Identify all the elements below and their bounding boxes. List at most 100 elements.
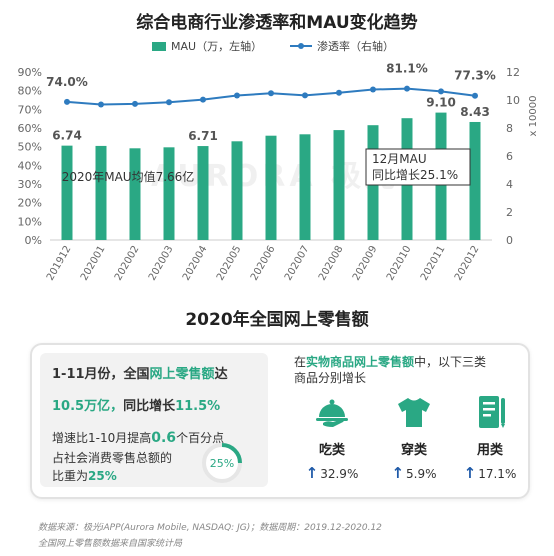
point-penetration: [200, 96, 206, 103]
left-axis-tick-label: 40%: [18, 159, 42, 172]
up-arrow-icon: ↑: [391, 464, 405, 482]
bar-mau: [333, 130, 345, 240]
summary-text-1a: 1-11月份，全国: [52, 367, 150, 382]
summary-highlight-2b: 11.5%: [175, 399, 221, 414]
x-axis-tick-label: 202002: [113, 244, 142, 283]
line-data-label: 77.3%: [454, 69, 496, 83]
legend-item-penetration: 渗透率（右轴）: [290, 38, 394, 54]
annotation-average: 2020年MAU均值7.66亿: [62, 169, 195, 184]
summary-highlight-2: 10.5万亿，: [52, 399, 124, 414]
bar-mau: [265, 135, 277, 240]
up-arrow-icon: ↑: [305, 464, 319, 482]
left-axis-tick-label: 50%: [18, 141, 42, 154]
point-penetration: [336, 89, 342, 96]
line-data-label: 74.0%: [46, 75, 88, 89]
summary-text-1b: 达: [214, 367, 228, 382]
left-axis-tick-label: 20%: [18, 197, 42, 210]
point-penetration: [472, 92, 478, 99]
x-axis-tick-label: 202011: [419, 244, 448, 283]
line-data-label: 81.1%: [386, 62, 428, 76]
x-axis-tick-label: 202003: [147, 244, 176, 283]
category-intro-2: 商品分别增长: [294, 371, 367, 385]
category-growth-food: ↑ 32.9%: [302, 464, 362, 482]
category-food: 吃类 ↑ 32.9%: [302, 393, 362, 482]
right-axis-tick-label: 4: [506, 178, 513, 191]
legend-item-mau: MAU（万，左轴）: [152, 38, 262, 54]
legend-swatch-bar: [152, 41, 166, 51]
summary-highlight-3: 0.6: [151, 430, 177, 446]
summary-line-1: 1-11月份，全国网上零售额达: [52, 363, 228, 382]
bar-data-label: 8.43: [460, 105, 490, 119]
bar-data-label: 9.10: [426, 96, 456, 110]
category-household: 用类 ↑ 17.1%: [460, 393, 520, 482]
annotation-dec-title: 12月MAU: [372, 152, 427, 166]
food-cloche-icon: [316, 399, 348, 427]
x-axis-tick-label: 202001: [79, 244, 108, 283]
bar-mau: [61, 145, 73, 240]
point-penetration: [166, 99, 172, 106]
x-axis-tick-label: 202006: [249, 244, 278, 283]
category-intro-1: 在实物商品网上零售额中，以下三类: [294, 353, 486, 370]
x-axis-tick-label: 202005: [215, 244, 244, 283]
left-axis-tick-label: 30%: [18, 178, 42, 191]
summary-line-2: 10.5万亿，同比增长11.5%: [52, 395, 220, 414]
summary-highlight-1: 网上零售额: [149, 367, 215, 382]
x-axis-tick-label: 201912: [45, 244, 74, 283]
notebook-icon: [479, 396, 505, 428]
x-axis-tick-label: 202007: [283, 244, 312, 283]
category-name-household: 用类: [476, 443, 503, 458]
x-axis-tick-label: 202008: [317, 244, 346, 283]
donut-label: 25%: [210, 457, 234, 470]
bar-mau: [163, 147, 175, 240]
left-axis-tick-label: 80%: [18, 85, 42, 98]
summary-line-3: 增速比1-10月提高0.6个百分点: [52, 429, 224, 446]
bar-data-label: 6.71: [188, 129, 218, 143]
point-penetration: [132, 100, 138, 107]
summary-line-4: 占社会消费零售总额的: [52, 451, 173, 465]
annotation-dec-growth: 同比增长25.1%: [372, 168, 458, 182]
legend-swatch-line: [290, 43, 312, 49]
summary-text-3a: 增速比1-10月提高: [52, 431, 152, 445]
chart-title: 综合电商行业渗透率和MAU变化趋势: [136, 13, 418, 33]
annotation-box: [365, 148, 471, 186]
section-title: 2020年全国网上零售额: [185, 310, 369, 330]
x-axis-tick-label: 202010: [385, 244, 414, 283]
category-name-clothing: 穿类: [400, 443, 427, 458]
summary-text-3b: 个百分点: [176, 431, 225, 445]
growth-value-clothing: 5.9%: [406, 467, 437, 481]
right-axis-tick-label: 10: [506, 94, 520, 107]
left-axis-tick-label: 10%: [18, 215, 42, 228]
up-arrow-icon: ↑: [463, 464, 477, 482]
right-axis-tick-label: 0: [506, 234, 513, 247]
point-penetration: [370, 86, 376, 93]
growth-value-food: 32.9%: [320, 467, 359, 481]
left-axis-tick-label: 70%: [18, 103, 42, 116]
left-axis-tick-label: 60%: [18, 122, 42, 135]
right-axis-tick-label: 12: [506, 66, 520, 79]
category-clothing: 穿类 ↑ 5.9%: [384, 393, 444, 482]
intro-text-b: 中，以下三类: [414, 355, 487, 369]
retail-panel: 1-11月份，全国网上零售额达 10.5万亿，同比增长11.5% 增速比1-10…: [30, 343, 530, 499]
point-penetration: [302, 92, 308, 99]
point-penetration: [404, 85, 410, 92]
bar-mau: [95, 145, 107, 240]
bar-mau: [231, 141, 243, 240]
summary-highlight-5: 25%: [88, 469, 117, 483]
intro-text-a: 在: [294, 355, 307, 369]
point-penetration: [268, 90, 274, 97]
legend-label-penetration: 渗透率（右轴）: [317, 40, 394, 53]
bar-mau: [197, 146, 209, 240]
right-axis-tick-label: 8: [506, 122, 513, 135]
point-penetration: [438, 88, 444, 95]
source-line-1: 数据来源：极光iAPP(Aurora Mobile, NASDAQ: JG)；数…: [38, 523, 382, 533]
intro-highlight: 实物商品网上零售额: [306, 355, 415, 369]
donut-arc: [202, 443, 242, 483]
combo-chart: AURORA 极光0%10%20%30%40%50%60%70%80%90%02…: [18, 62, 539, 283]
bar-mau: [469, 121, 481, 240]
growth-value-household: 17.1%: [478, 467, 517, 481]
left-axis-tick-label: 0%: [25, 234, 42, 247]
point-penetration: [234, 92, 240, 99]
right-axis-tick-label: 6: [506, 150, 513, 163]
category-growth-clothing: ↑ 5.9%: [384, 464, 444, 482]
summary-line-5: 比重为25%: [52, 467, 117, 484]
